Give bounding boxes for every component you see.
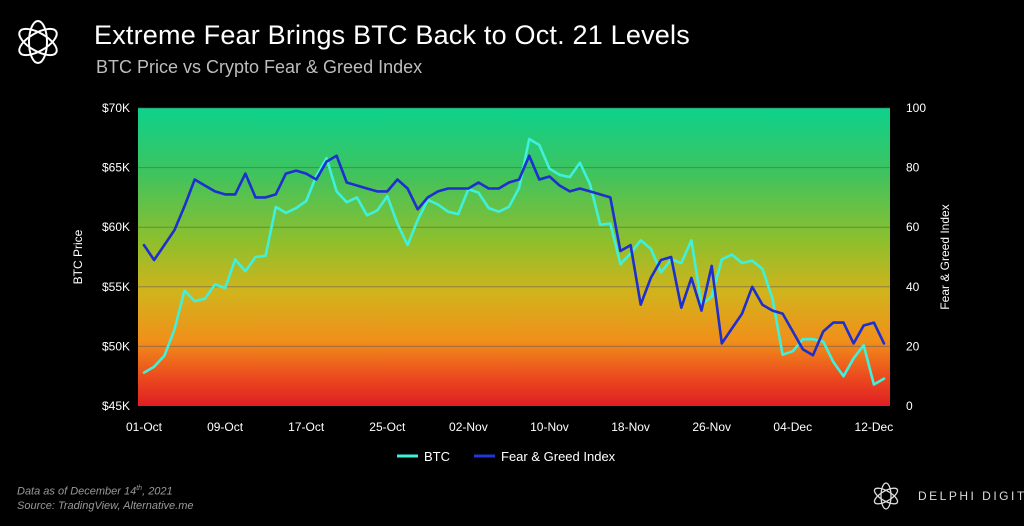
x-tick-label: 26-Nov [692, 420, 731, 434]
right-tick-label: 80 [906, 161, 920, 175]
x-tick-label: 04-Dec [773, 420, 812, 434]
left-tick-label: $55K [102, 280, 130, 294]
plot-background [138, 108, 890, 406]
left-tick-label: $65K [102, 161, 130, 175]
right-axis-label: Fear & Greed Index [938, 204, 952, 309]
x-tick-label: 02-Nov [449, 420, 488, 434]
left-axis-ticks: $45K $50K $55K $60K $65K $70K [102, 101, 130, 413]
left-tick-label: $70K [102, 101, 130, 115]
left-tick-label: $45K [102, 399, 130, 413]
gridlines [138, 107, 890, 347]
x-tick-label: 09-Oct [207, 420, 244, 434]
legend: BTC Fear & Greed Index [397, 449, 616, 464]
right-tick-label: 40 [906, 280, 920, 294]
left-axis-label: BTC Price [71, 229, 85, 284]
fear-greed-line [142, 154, 886, 357]
right-tick-label: 100 [906, 101, 926, 115]
chart-title: Extreme Fear Brings BTC Back to Oct. 21 … [94, 20, 690, 50]
x-tick-label: 12-Dec [855, 420, 894, 434]
x-tick-label: 25-Oct [369, 420, 406, 434]
left-tick-label: $60K [102, 220, 130, 234]
right-axis-ticks: 0 20 40 60 80 100 [906, 101, 926, 413]
chart-subtitle: BTC Price vs Crypto Fear & Greed Index [96, 57, 423, 77]
legend-label-fear-greed: Fear & Greed Index [501, 449, 616, 464]
series-lines [142, 137, 886, 386]
brand-name: DELPHI DIGITAL [918, 489, 1024, 503]
x-tick-label: 18-Nov [611, 420, 650, 434]
right-tick-label: 0 [906, 399, 913, 413]
x-axis-ticks: 01-Oct 09-Oct 17-Oct 25-Oct 02-Nov 10-Nov 18-N… [126, 420, 893, 434]
x-tick-label: 17-Oct [288, 420, 325, 434]
right-tick-label: 20 [906, 339, 920, 353]
delphi-flower-small-icon [873, 482, 899, 510]
left-tick-label: $50K [102, 339, 130, 353]
btc-line [142, 137, 886, 386]
footnote-date: Data as of December 14th, 2021 [17, 485, 173, 498]
legend-label-btc: BTC [424, 449, 450, 464]
footnote-source: Source: TradingView, Alternative.me [17, 499, 194, 512]
footnote: Data as of December 14th, 2021 Source: T… [17, 482, 194, 513]
delphi-flower-logo-icon [18, 20, 58, 64]
brand-logo [873, 482, 899, 510]
right-tick-label: 60 [906, 220, 920, 234]
x-tick-label: 01-Oct [126, 420, 163, 434]
x-tick-label: 10-Nov [530, 420, 569, 434]
